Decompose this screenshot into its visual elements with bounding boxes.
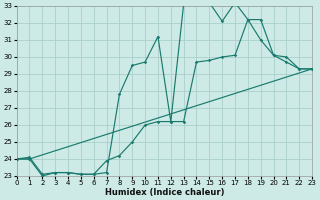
X-axis label: Humidex (Indice chaleur): Humidex (Indice chaleur) xyxy=(105,188,224,197)
